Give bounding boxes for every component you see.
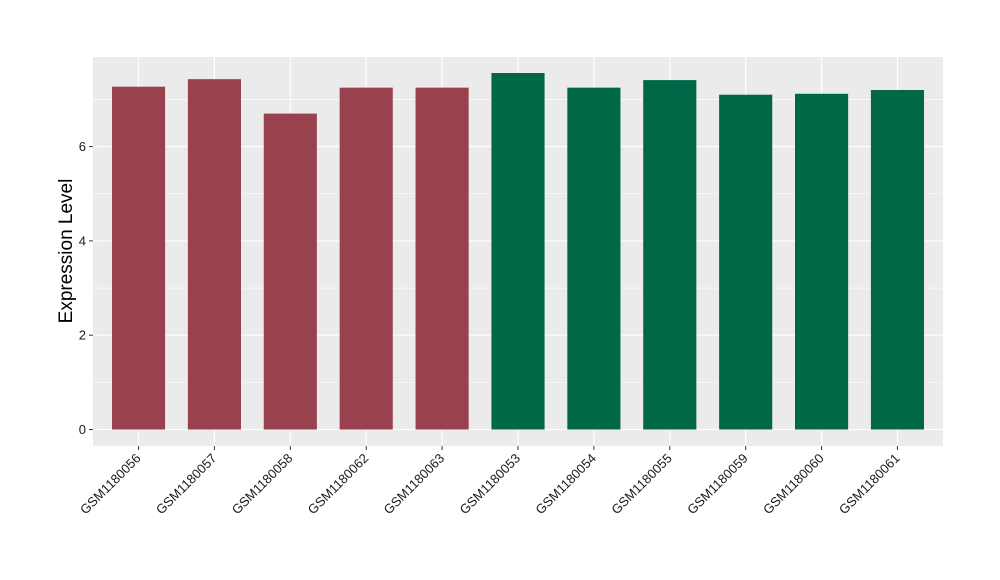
bar-GSM1180053 <box>491 73 545 430</box>
bar-GSM1180063 <box>415 87 469 430</box>
bar-GSM1180056 <box>111 86 166 430</box>
bar-GSM1180055 <box>643 80 697 430</box>
x-tick-label: GSM1180054 <box>532 451 599 518</box>
x-tick-label: GSM1180061 <box>836 451 903 518</box>
bars <box>111 73 925 430</box>
x-tick-label: GSM1180059 <box>684 451 751 518</box>
y-tick-label: 2 <box>79 328 86 343</box>
x-tick-label: GSM1180053 <box>456 451 523 518</box>
x-tick-label: GSM1180063 <box>381 451 448 518</box>
x-tick-label: GSM1180062 <box>305 451 372 518</box>
bar-GSM1180062 <box>339 87 393 430</box>
y-tick-label: 6 <box>79 139 86 154</box>
x-tick-label: GSM1180058 <box>229 451 296 518</box>
bar-GSM1180059 <box>719 94 773 430</box>
y-axis: 0 2 4 6 <box>79 139 93 437</box>
x-tick-label: GSM1180057 <box>153 451 220 518</box>
x-tick-label: GSM1180056 <box>77 451 144 518</box>
bar-GSM1180060 <box>795 93 849 430</box>
x-tick-label: GSM1180055 <box>608 451 675 518</box>
bar-GSM1180054 <box>567 87 621 430</box>
x-axis: GSM1180056 GSM1180057 GSM1180058 GSM1180062… <box>77 446 903 517</box>
y-axis-title: Expression Level <box>56 179 77 324</box>
x-tick-label: GSM1180060 <box>760 451 827 518</box>
bar-GSM1180058 <box>263 113 317 430</box>
bar-GSM1180061 <box>870 90 925 430</box>
y-tick-label: 4 <box>79 233 86 248</box>
y-tick-label: 0 <box>79 422 86 437</box>
bar-GSM1180057 <box>187 79 241 430</box>
